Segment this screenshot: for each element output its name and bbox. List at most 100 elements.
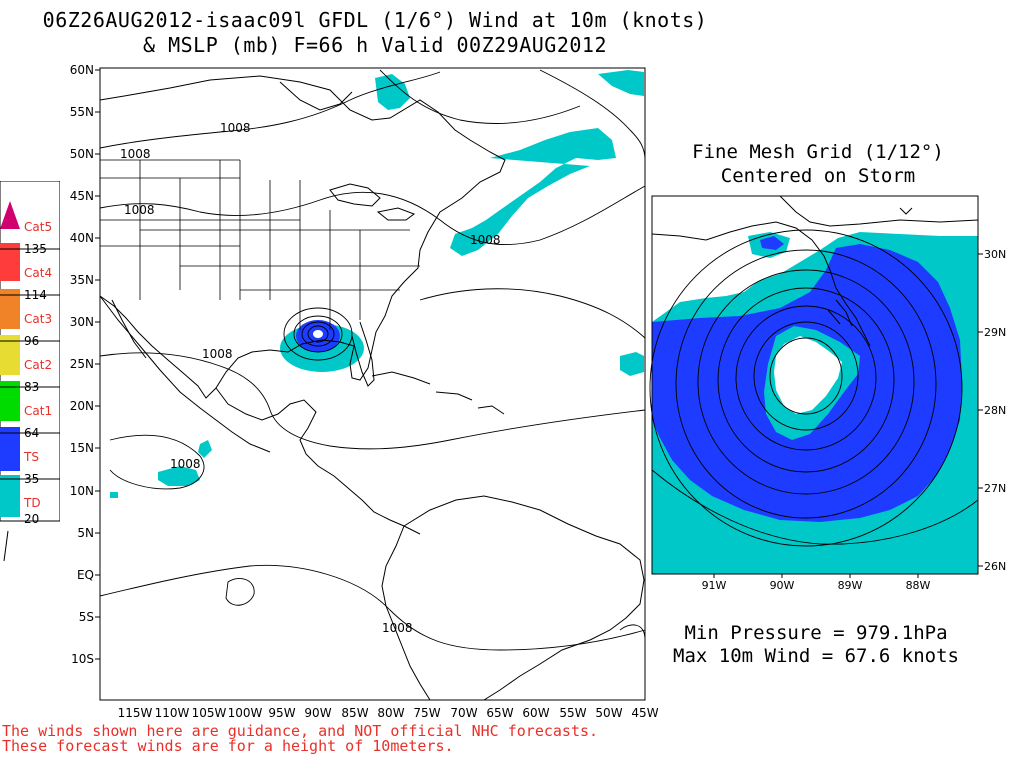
legend-cat-label: Cat3	[24, 312, 52, 326]
lat-label: 35N	[70, 273, 94, 287]
lat-label: 50N	[70, 147, 94, 161]
legend-cat-label: Cat5	[24, 220, 52, 234]
inset-lon-label: 89W	[838, 579, 863, 592]
lat-label: 60N	[70, 63, 94, 77]
inset-coastline	[651, 195, 979, 347]
plot-title: 06Z26AUG2012-isaac09l GFDL (1/6°) Wind a…	[0, 8, 750, 58]
inset-lat-label: 30N	[984, 248, 1006, 261]
legend-cat-label: Cat2	[24, 358, 52, 372]
lon-label: 55W	[559, 706, 586, 720]
storm-stats: Min Pressure = 979.1hPa Max 10m Wind = 6…	[646, 622, 986, 668]
lat-label: 5N	[77, 526, 94, 540]
td-swath-nova-scotia	[450, 128, 616, 256]
lat-label: 10S	[71, 652, 94, 666]
legend-cat-label: Cat1	[24, 404, 52, 418]
legend-cat-label: Cat4	[24, 266, 52, 280]
legend-swatch-cat5	[0, 201, 20, 229]
title-line-1: 06Z26AUG2012-isaac09l GFDL (1/6°) Wind a…	[42, 8, 708, 32]
lon-label: 90W	[304, 706, 331, 720]
inset-lon-label: 91W	[702, 579, 727, 592]
inset-ts-north-spot	[760, 236, 784, 250]
disclaimer: The winds shown here are guidance, and N…	[2, 724, 598, 754]
legend-threshold: 135	[24, 242, 47, 256]
lat-label: 40N	[70, 231, 94, 245]
inset-lon-ticks	[713, 574, 919, 578]
lon-label: 115W	[118, 706, 153, 720]
lon-label: 70W	[450, 706, 477, 720]
isobar-label: 1008	[470, 233, 501, 247]
inset-lat-label: 27N	[984, 482, 1006, 495]
isobar-label: 1008	[124, 203, 155, 217]
inset-isobars	[649, 229, 979, 547]
lat-label: 5S	[79, 610, 94, 624]
lon-label: 75W	[413, 706, 440, 720]
legend-swatch-cat1	[0, 381, 20, 421]
lon-label: 60W	[522, 706, 549, 720]
td-swath-labrador	[375, 74, 410, 110]
lat-axis: 60N 55N 50N 45N 40N 35N 30N 25N 20N 15N …	[70, 63, 94, 666]
inset-title-line-1: Fine Mesh Grid (1/12°)	[692, 141, 944, 163]
title-line-2: & MSLP (mb) F=66 h Valid 00Z29AUG2012	[142, 33, 608, 57]
lat-ticks	[95, 69, 100, 660]
lon-label: 65W	[486, 706, 513, 720]
disclaimer-line-1: The winds shown here are guidance, and N…	[2, 722, 599, 740]
td-swath-spot	[110, 492, 118, 498]
coastlines	[99, 75, 645, 701]
lat-label: 25N	[70, 357, 94, 371]
lon-label: 45W	[631, 706, 658, 720]
isobars	[99, 69, 646, 651]
lat-label: 20N	[70, 399, 94, 413]
legend-cat-label: TD	[23, 496, 41, 510]
lat-label: 10N	[70, 484, 94, 498]
isobar-label: 1008	[170, 457, 201, 471]
legend-swatch-cat4	[0, 243, 20, 281]
inset-lat-label: 28N	[984, 404, 1006, 417]
lon-axis: 115W 110W 105W 100W 95W 90W 85W 80W 75W …	[118, 706, 659, 720]
disclaimer-line-2: These forecast winds are for a height of…	[2, 737, 454, 755]
isobar-label: 1008	[120, 147, 151, 161]
legend-threshold: 96	[24, 334, 39, 348]
inset-lat-label: 29N	[984, 326, 1006, 339]
legend-swatch-ts	[0, 427, 20, 471]
max-wind-readout: Max 10m Wind = 67.6 knots	[673, 645, 959, 667]
inset-title: Fine Mesh Grid (1/12°) Centered on Storm	[648, 140, 988, 188]
lon-label: 80W	[377, 706, 404, 720]
inset-frame	[651, 195, 979, 575]
min-pressure-readout: Min Pressure = 979.1hPa	[684, 622, 948, 644]
legend-threshold: 64	[24, 426, 39, 440]
legend-threshold: 20	[24, 512, 39, 526]
lon-label: 85W	[341, 706, 368, 720]
inset-map: 30N 29N 28N 27N 26N 91W 90W 89W 88W	[649, 195, 1006, 592]
inset-title-line-2: Centered on Storm	[720, 165, 916, 187]
legend-swatch-cat3	[0, 289, 20, 329]
isobar-label: 1008	[220, 121, 251, 135]
isobar-label: 1008	[382, 621, 413, 635]
main-map-frame	[99, 67, 646, 701]
inset-lon-axis: 91W 90W 89W 88W	[702, 579, 931, 592]
lon-label: 50W	[595, 706, 622, 720]
legend-swatch-cat2	[0, 335, 20, 375]
lon-label: 110W	[155, 706, 190, 720]
td-swath-pacific-small	[198, 440, 212, 458]
lat-label: 45N	[70, 189, 94, 203]
lon-label: 100W	[228, 706, 263, 720]
legend-cat-label: TS	[23, 450, 39, 464]
inset-lon-label: 90W	[770, 579, 795, 592]
lon-label: 105W	[192, 706, 227, 720]
isobar-label: 1008	[202, 347, 233, 361]
intensity-legend: Cat5 Cat4 Cat3 Cat2 Cat1 TS TD 135 114 9…	[0, 181, 60, 562]
lon-label: 95W	[268, 706, 295, 720]
lat-label: EQ	[77, 568, 94, 582]
inset-lat-ticks	[978, 253, 983, 567]
isaac-eye	[313, 330, 323, 338]
legend-swatch-td	[0, 475, 20, 517]
wind-swaths	[110, 70, 644, 498]
inset-lon-label: 88W	[906, 579, 931, 592]
td-swath-east	[620, 352, 644, 376]
legend-threshold: 114	[24, 288, 47, 302]
inset-lat-axis: 30N 29N 28N 27N 26N	[984, 248, 1006, 573]
legend-threshold: 35	[24, 472, 39, 486]
state-boundaries	[100, 159, 420, 330]
legend-threshold: 83	[24, 380, 39, 394]
